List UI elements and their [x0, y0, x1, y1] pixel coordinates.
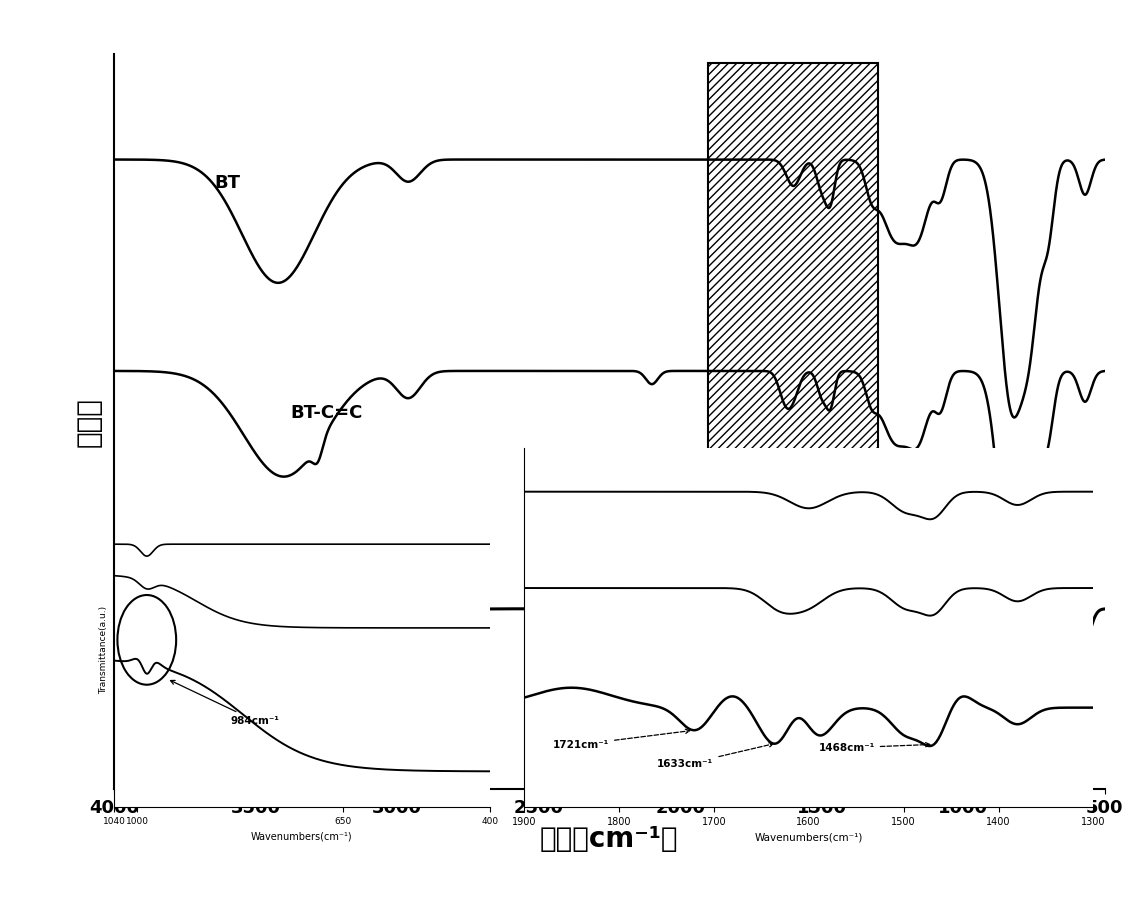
Text: 1721cm⁻¹: 1721cm⁻¹: [552, 729, 690, 750]
Text: 1633cm⁻¹: 1633cm⁻¹: [657, 743, 773, 770]
X-axis label: Wavenumbers(cm⁻¹): Wavenumbers(cm⁻¹): [754, 832, 863, 842]
Text: 984cm⁻¹: 984cm⁻¹: [171, 681, 279, 726]
Y-axis label: Transmittance(a.u.): Transmittance(a.u.): [99, 606, 108, 694]
Text: BT: BT: [214, 174, 240, 192]
Y-axis label: 透光率: 透光率: [75, 396, 103, 447]
Bar: [708, 63, 878, 582]
Text: BT-BCB: BT-BCB: [390, 592, 461, 610]
Text: 1468cm⁻¹: 1468cm⁻¹: [819, 743, 929, 753]
X-axis label: Wavenumbers(cm⁻¹): Wavenumbers(cm⁻¹): [251, 832, 353, 841]
X-axis label: 波数（cm⁻¹）: 波数（cm⁻¹）: [540, 825, 679, 853]
Text: BT-C=C: BT-C=C: [290, 405, 362, 422]
